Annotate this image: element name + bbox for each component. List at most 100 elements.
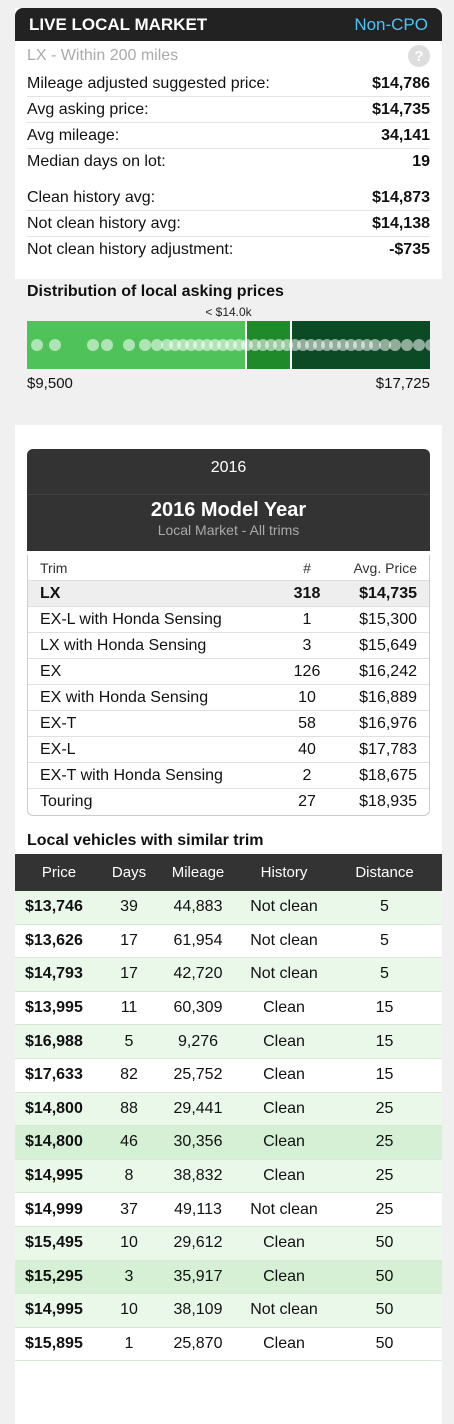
stat-value: $14,735	[372, 100, 430, 118]
vehicle-price: $16,988	[25, 1032, 83, 1050]
vehicle-mileage: 49,113	[174, 1200, 222, 1218]
trim-name: EX-L	[40, 740, 76, 758]
avg-price-header: Avg. Price	[353, 559, 417, 576]
history-value: $14,873	[372, 188, 430, 206]
vehicle-row[interactable]: $13,626 17 61,954 Not clean 5	[15, 924, 442, 959]
trim-avg-price: $15,300	[359, 610, 417, 628]
vehicle-days: 82	[120, 1066, 138, 1084]
price-dot	[413, 339, 425, 351]
vehicle-history: Not clean	[250, 965, 318, 983]
vehicle-price: $13,746	[25, 898, 83, 916]
trim-avg-price: $17,783	[359, 740, 417, 758]
vehicle-history: Clean	[263, 1267, 305, 1285]
trim-row[interactable]: LX with Honda Sensing 3 $15,649	[28, 633, 429, 659]
days-column-header[interactable]: Days	[111, 864, 147, 881]
trim-name: EX-L with Honda Sensing	[40, 610, 222, 628]
trim-radius-text: LX - Within 200 miles	[27, 47, 179, 64]
vehicle-days: 10	[120, 1234, 138, 1252]
stat-row: Avg mileage: 34,141	[27, 123, 430, 149]
trim-count: 126	[293, 662, 321, 680]
vehicle-distance: 25	[375, 1133, 394, 1151]
vehicle-row[interactable]: $14,800 88 29,441 Clean 25	[15, 1092, 442, 1127]
trim-row[interactable]: EX 126 $16,242	[28, 659, 429, 685]
vehicle-distance: 5	[380, 931, 389, 949]
vehicle-history: Clean	[263, 1133, 305, 1151]
vehicle-price: $14,800	[25, 1133, 83, 1151]
cpo-toggle[interactable]: Non-CPO	[354, 14, 428, 34]
vehicle-row[interactable]: $13,995 11 60,309 Clean 15	[15, 991, 442, 1026]
vehicle-days: 46	[120, 1133, 138, 1151]
vehicle-history: Clean	[263, 1032, 305, 1050]
price-dot	[151, 339, 163, 351]
vehicle-distance: 50	[375, 1301, 394, 1319]
vehicle-row[interactable]: $14,995 10 38,109 Not clean 50	[15, 1294, 442, 1328]
vehicle-history: Clean	[263, 999, 305, 1017]
trim-row[interactable]: EX-T with Honda Sensing 2 $18,675	[28, 763, 429, 789]
count-header: #	[303, 559, 311, 576]
trim-row[interactable]: EX-L 40 $17,783	[28, 737, 429, 763]
vehicle-mileage: 60,309	[173, 999, 223, 1017]
trim-count: 2	[302, 766, 312, 784]
market-panel: LIVE LOCAL MARKET Non-CPO LX - Within 20…	[15, 8, 442, 1424]
trim-count: 58	[298, 714, 316, 732]
history-row: Not clean history adjustment: -$735	[27, 237, 430, 263]
vehicle-row[interactable]: $14,800 46 30,356 Clean 25	[15, 1126, 442, 1160]
trim-count: 3	[302, 636, 312, 654]
mileage-column-header[interactable]: Mileage	[171, 864, 225, 881]
vehicle-distance: 25	[375, 1200, 394, 1218]
price-stats: Mileage adjusted suggested price: $14,786…	[15, 71, 442, 279]
stat-value: $14,786	[372, 74, 430, 92]
panel-title: LIVE LOCAL MARKET	[29, 14, 208, 34]
trim-row[interactable]: EX with Honda Sensing 10 $16,889	[28, 685, 429, 711]
vehicle-history: Clean	[263, 1234, 305, 1252]
distribution-bar[interactable]	[27, 321, 430, 369]
vehicle-row[interactable]: $13,746 39 44,883 Not clean 5	[15, 891, 442, 925]
model-year-title: 2016 Model Year	[150, 499, 307, 521]
vehicle-distance: 25	[375, 1167, 394, 1185]
price-column-header[interactable]: Price	[41, 864, 77, 881]
vehicle-mileage: 9,276	[177, 1032, 219, 1050]
similar-vehicles-title: Local vehicles with similar trim	[27, 832, 264, 849]
price-distribution: Distribution of local asking prices < $1…	[15, 279, 442, 425]
vehicle-row[interactable]: $14,999 37 49,113 Not clean 25	[15, 1193, 442, 1227]
vehicle-distance: 15	[375, 999, 394, 1017]
similar-table-header: Price Days Mileage History Distance	[15, 854, 442, 891]
vehicle-row[interactable]: $14,995 8 38,832 Clean 25	[15, 1159, 442, 1194]
vehicle-row[interactable]: $14,793 17 42,720 Not clean 5	[15, 958, 442, 992]
trim-count: 27	[298, 793, 316, 810]
trim-row[interactable]: LX 318 $14,735	[28, 581, 429, 607]
trim-avg-price: $16,976	[359, 714, 417, 732]
vehicle-history: Clean	[263, 1167, 305, 1185]
vehicle-row[interactable]: $17,633 82 25,752 Clean 15	[15, 1058, 442, 1093]
vehicle-history: Clean	[263, 1099, 305, 1117]
vehicle-mileage: 29,441	[173, 1099, 223, 1117]
vehicle-history: Clean	[263, 1066, 305, 1084]
model-year-selector[interactable]: 2016	[27, 449, 430, 495]
vehicle-price: $13,626	[25, 931, 83, 949]
vehicle-days: 11	[120, 999, 138, 1017]
vehicle-days: 8	[124, 1167, 134, 1185]
trim-header: Trim	[40, 559, 68, 576]
history-label: Not clean history avg:	[27, 214, 181, 232]
trim-row[interactable]: Touring 27 $18,935	[28, 789, 429, 815]
history-row: Clean history avg: $14,873	[27, 185, 430, 211]
vehicle-row[interactable]: $16,988 5 9,276 Clean 15	[15, 1025, 442, 1059]
trim-row[interactable]: EX-L with Honda Sensing 1 $15,300	[28, 607, 429, 633]
vehicle-mileage: 25,752	[173, 1066, 223, 1084]
help-icon[interactable]: ?	[408, 45, 430, 67]
history-column-header[interactable]: History	[260, 864, 308, 881]
vehicle-mileage: 30,356	[173, 1133, 223, 1151]
price-dot	[425, 339, 430, 351]
trim-row[interactable]: EX-T 58 $16,976	[28, 711, 429, 737]
distance-column-header[interactable]: Distance	[355, 864, 414, 881]
vehicle-distance: 50	[375, 1234, 394, 1252]
vehicle-mileage: 29,612	[173, 1234, 223, 1252]
price-dot	[87, 339, 99, 351]
distribution-range: $9,500 $17,725	[27, 369, 430, 392]
stat-label: Median days on lot:	[27, 153, 166, 170]
vehicle-history: Not clean	[250, 1200, 318, 1218]
vehicle-row[interactable]: $15,295 3 35,917 Clean 50	[15, 1260, 442, 1295]
vehicle-mileage: 42,720	[173, 965, 223, 983]
vehicle-row[interactable]: $15,895 1 25,870 Clean 50	[15, 1327, 442, 1362]
vehicle-row[interactable]: $15,495 10 29,612 Clean 50	[15, 1226, 442, 1261]
